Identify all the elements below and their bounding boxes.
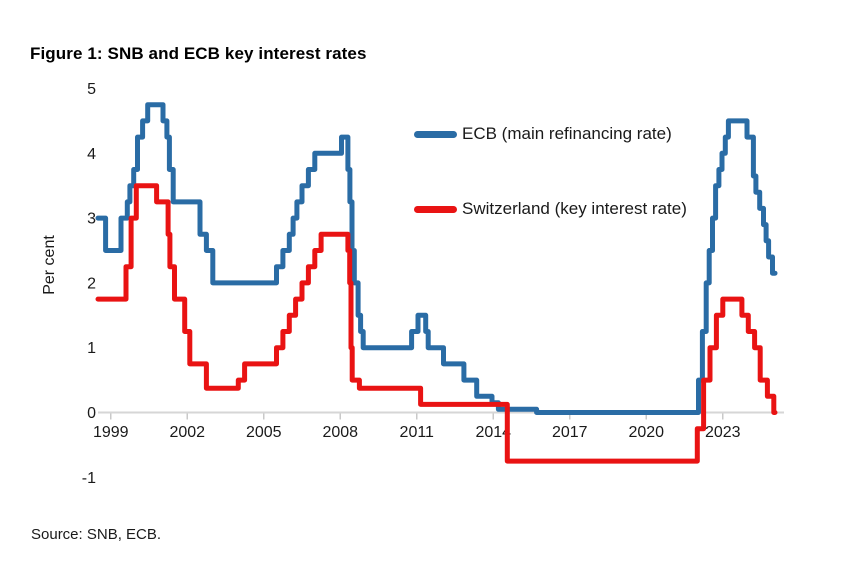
legend-swatch-ecb xyxy=(414,130,457,138)
legend-item-ecb: ECB (main refinancing rate) xyxy=(414,124,672,144)
figure-title: Figure 1: SNB and ECB key interest rates xyxy=(30,44,367,63)
x-tick-label: 1999 xyxy=(93,424,129,441)
y-tick-label: -1 xyxy=(82,470,96,487)
y-tick-label: 0 xyxy=(87,405,96,422)
legend-item-snb: Switzerland (key interest rate) xyxy=(414,199,687,219)
y-tick-label: 1 xyxy=(87,340,96,357)
legend-swatch-snb xyxy=(414,205,457,213)
x-tick-label: 2020 xyxy=(628,424,664,441)
series-line-ecb xyxy=(95,102,778,415)
x-tick-label: 2023 xyxy=(705,424,741,441)
legend-label-snb: Switzerland (key interest rate) xyxy=(462,199,687,218)
y-tick-label: 4 xyxy=(87,146,96,163)
x-tick-label: 2014 xyxy=(475,424,511,441)
series-line-snb xyxy=(95,183,778,464)
x-tick-label: 2005 xyxy=(246,424,282,441)
x-tick-label: 2011 xyxy=(400,424,435,441)
y-tick-label: 5 xyxy=(87,81,96,98)
x-tick-label: 2008 xyxy=(322,424,358,441)
x-tick-label: 2002 xyxy=(169,424,205,441)
y-tick-label: 2 xyxy=(87,275,96,292)
y-tick-label: 3 xyxy=(87,211,96,228)
x-tick-label: 2017 xyxy=(552,424,588,441)
legend-label-ecb: ECB (main refinancing rate) xyxy=(462,124,672,143)
source-note: Source: SNB, ECB. xyxy=(31,526,162,543)
